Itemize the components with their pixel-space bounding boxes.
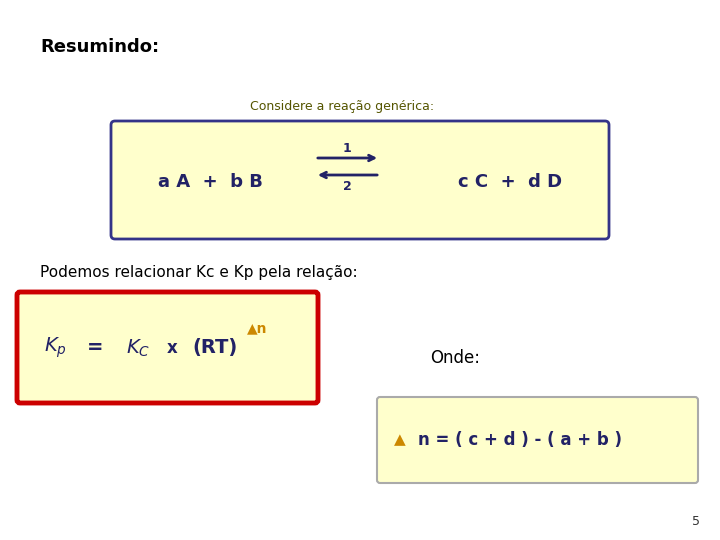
Text: n = ( c + d ) - ( a + b ): n = ( c + d ) - ( a + b ) (418, 431, 622, 449)
Text: 1: 1 (343, 141, 351, 154)
Text: Podemos relacionar Kc e Kp pela relação:: Podemos relacionar Kc e Kp pela relação: (40, 265, 358, 280)
Text: c C  +  d D: c C + d D (458, 173, 562, 191)
FancyBboxPatch shape (17, 292, 318, 403)
Text: $K_C$: $K_C$ (126, 338, 150, 359)
Text: (RT): (RT) (192, 339, 238, 357)
Text: 2: 2 (343, 179, 351, 192)
Text: =: = (86, 339, 103, 357)
Text: ▲: ▲ (394, 433, 406, 448)
Text: ▲n: ▲n (247, 321, 268, 335)
Text: $K_p$: $K_p$ (44, 336, 66, 360)
Text: a A  +  b B: a A + b B (158, 173, 262, 191)
FancyBboxPatch shape (111, 121, 609, 239)
Text: 5: 5 (692, 515, 700, 528)
Text: Onde:: Onde: (430, 349, 480, 367)
Text: Considere a reação genérica:: Considere a reação genérica: (250, 100, 434, 113)
Text: x: x (166, 339, 177, 357)
FancyBboxPatch shape (377, 397, 698, 483)
Text: Resumindo:: Resumindo: (40, 38, 159, 56)
